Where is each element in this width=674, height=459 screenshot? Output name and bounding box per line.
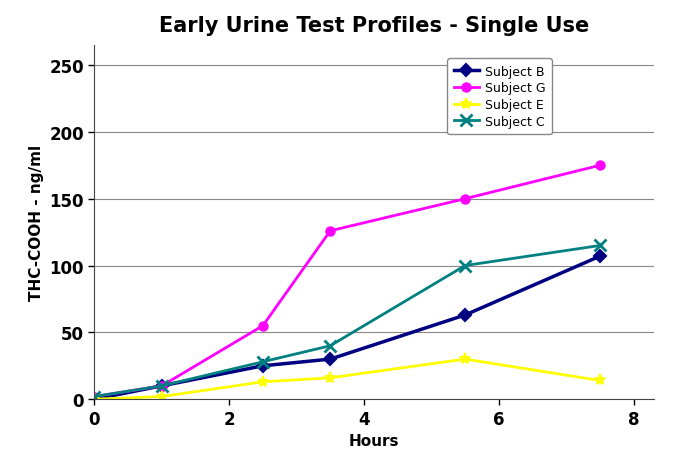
Line: Subject G: Subject G — [90, 162, 604, 401]
Subject B — [326, 357, 334, 362]
Subject E — [259, 379, 267, 385]
Subject E — [461, 357, 469, 362]
Subject G — [90, 394, 98, 399]
Subject C — [158, 383, 166, 389]
Subject B — [90, 397, 98, 402]
Subject B — [596, 254, 604, 259]
Subject C — [596, 243, 604, 249]
X-axis label: Hours: Hours — [349, 433, 399, 448]
Subject G — [596, 163, 604, 169]
Subject B — [158, 383, 166, 389]
Legend: Subject B, Subject G, Subject E, Subject C: Subject B, Subject G, Subject E, Subject… — [448, 59, 552, 135]
Subject E — [158, 394, 166, 399]
Subject E — [90, 397, 98, 402]
Y-axis label: THC-COOH - ng/ml: THC-COOH - ng/ml — [29, 145, 44, 301]
Line: Subject C: Subject C — [89, 241, 605, 402]
Subject C — [90, 394, 98, 399]
Line: Subject E: Subject E — [89, 354, 605, 405]
Title: Early Urine Test Profiles - Single Use: Early Urine Test Profiles - Single Use — [159, 16, 589, 36]
Subject G — [158, 383, 166, 389]
Subject E — [326, 375, 334, 381]
Subject C — [259, 359, 267, 365]
Subject G — [259, 323, 267, 329]
Subject E — [596, 378, 604, 383]
Subject C — [326, 343, 334, 349]
Line: Subject B: Subject B — [90, 252, 604, 403]
Subject C — [461, 263, 469, 269]
Subject B — [461, 313, 469, 318]
Subject G — [461, 196, 469, 202]
Subject B — [259, 363, 267, 369]
Subject G — [326, 229, 334, 234]
